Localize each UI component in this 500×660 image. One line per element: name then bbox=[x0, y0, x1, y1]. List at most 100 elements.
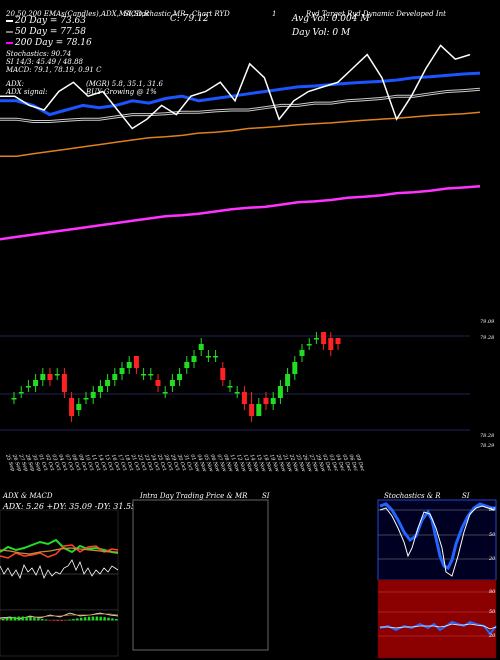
candle-body bbox=[40, 374, 46, 380]
date-label: 06 Dec bbox=[347, 454, 359, 473]
candle-body bbox=[205, 356, 211, 358]
si-tick: 80 bbox=[489, 589, 496, 595]
intraday-si-label: SI bbox=[262, 492, 270, 500]
candle-body bbox=[234, 392, 240, 394]
candle-body bbox=[249, 404, 255, 416]
stoch-d-line bbox=[379, 505, 495, 577]
candle-body bbox=[241, 392, 247, 404]
candle-body bbox=[18, 392, 24, 394]
date-label: 15 Nov bbox=[255, 454, 267, 473]
close-price-line bbox=[0, 44, 471, 130]
adx-line bbox=[0, 547, 118, 555]
legend-si: SI 14/3: 45.49 / 48.88 bbox=[6, 58, 83, 66]
date-label: 04 Oct bbox=[57, 454, 69, 473]
macd-hist-bar bbox=[56, 620, 59, 621]
macd-hist-bar bbox=[21, 616, 24, 621]
si-signal-line bbox=[380, 623, 497, 630]
ema50-line-inner bbox=[0, 88, 481, 122]
macd-hist-bar bbox=[68, 619, 71, 621]
candle-body bbox=[177, 374, 183, 380]
date-label: 02 Dec bbox=[321, 454, 333, 473]
macd-hist-bar bbox=[44, 619, 48, 621]
ema200-line bbox=[0, 111, 481, 157]
date-label: 04 Dec bbox=[334, 454, 346, 473]
candle-body bbox=[112, 374, 118, 380]
candle-body bbox=[227, 386, 233, 388]
date-label: 30 Oct bbox=[176, 454, 188, 473]
stoch-k-line bbox=[379, 502, 496, 571]
legend-ema50: 50 Day = 77.58 bbox=[15, 27, 87, 37]
candle-body bbox=[277, 386, 283, 398]
candle-body bbox=[169, 380, 175, 386]
date-label: 16 Oct bbox=[110, 454, 122, 473]
adx-macd-title: ADX & MACD bbox=[3, 492, 53, 500]
macd-hist-bar bbox=[91, 616, 95, 621]
candle-body bbox=[299, 350, 305, 356]
date-label: 03 Dec bbox=[328, 454, 340, 473]
macd-hist-bar bbox=[60, 620, 63, 621]
header-si-line: SI,Stochastic,MR bbox=[124, 10, 186, 18]
day-vol-label: Day Vol: 0 M bbox=[292, 28, 351, 38]
date-label: 07 Nov bbox=[215, 454, 227, 473]
candle-body bbox=[119, 368, 125, 374]
macd-hist-bar bbox=[87, 616, 91, 621]
candle-body bbox=[198, 344, 204, 350]
price-label: 78.29 bbox=[480, 443, 495, 449]
price-label: 79.28 bbox=[480, 335, 495, 341]
date-label: 31 Oct bbox=[182, 454, 194, 473]
avg-vol-label: Avg Vol: 0.004 M bbox=[292, 14, 370, 24]
adx-values: ADX: 5.26 +DY: 35.09 -DY: 31.55 bbox=[3, 502, 137, 511]
candle-body bbox=[11, 398, 17, 400]
legend-adx-signal: ADX signal: bbox=[6, 88, 48, 96]
price-label: 78.28 bbox=[480, 433, 495, 439]
ema-extra-line bbox=[0, 184, 481, 241]
date-label: 05 Nov bbox=[202, 454, 214, 473]
date-label: 18 Nov bbox=[262, 454, 274, 473]
date-label: 03 Oct bbox=[50, 454, 62, 473]
legend-adx: ADX: bbox=[6, 80, 25, 88]
si-tick: 50 bbox=[489, 609, 496, 615]
ema20-line bbox=[0, 71, 481, 117]
candle-body bbox=[76, 404, 82, 410]
header-ticker-line: 20,50,200 EMAs(Candles),ADX,MACD,R bbox=[6, 10, 150, 18]
date-label: 09 Oct bbox=[77, 454, 89, 473]
macd-hist-bar bbox=[103, 617, 106, 621]
legend-adx-signal-value: BUY Growing @ 1% bbox=[86, 88, 157, 96]
adx-minus-di-line bbox=[0, 544, 119, 559]
date-label: 12 Nov bbox=[235, 454, 247, 473]
macd-hist-bar bbox=[95, 616, 98, 621]
macd-hist-bar bbox=[52, 620, 56, 621]
macd-hist-bar bbox=[17, 616, 20, 621]
candle-body bbox=[184, 362, 190, 368]
candle-body bbox=[306, 344, 312, 346]
stoch-title: Stochastics & R bbox=[384, 492, 441, 500]
macd-hist-bar bbox=[48, 620, 52, 621]
macd-hist-bar bbox=[2, 618, 5, 621]
candle-body bbox=[220, 368, 226, 380]
candle-body bbox=[47, 374, 53, 380]
candle-body bbox=[292, 362, 298, 374]
date-label: 02 Oct bbox=[44, 454, 56, 473]
intraday-panel bbox=[132, 499, 269, 651]
legend-macd: MACD: 79.1, 78.19, 0.91 C bbox=[6, 66, 102, 74]
date-label: 01 Oct bbox=[37, 454, 49, 473]
candle-body bbox=[54, 374, 60, 376]
si-tick: 20 bbox=[489, 633, 496, 639]
candle-body bbox=[25, 386, 31, 388]
candle-body bbox=[270, 398, 276, 404]
candle-body bbox=[328, 338, 334, 350]
candle-body bbox=[335, 338, 341, 344]
macd-hist-bar bbox=[64, 620, 67, 621]
date-label: 08 Nov bbox=[222, 454, 234, 473]
macd-hist-bar bbox=[25, 616, 28, 621]
macd-hist-bar bbox=[37, 618, 40, 621]
adx-oscillator-line bbox=[0, 559, 119, 580]
date-label: 07 Oct bbox=[64, 454, 76, 473]
date-label: 11 Oct bbox=[90, 454, 102, 473]
candle-body bbox=[285, 374, 291, 386]
date-label: 18 Oct bbox=[123, 454, 135, 473]
candle-body bbox=[191, 356, 197, 362]
candle-body bbox=[69, 398, 75, 416]
candle-body bbox=[90, 392, 96, 398]
